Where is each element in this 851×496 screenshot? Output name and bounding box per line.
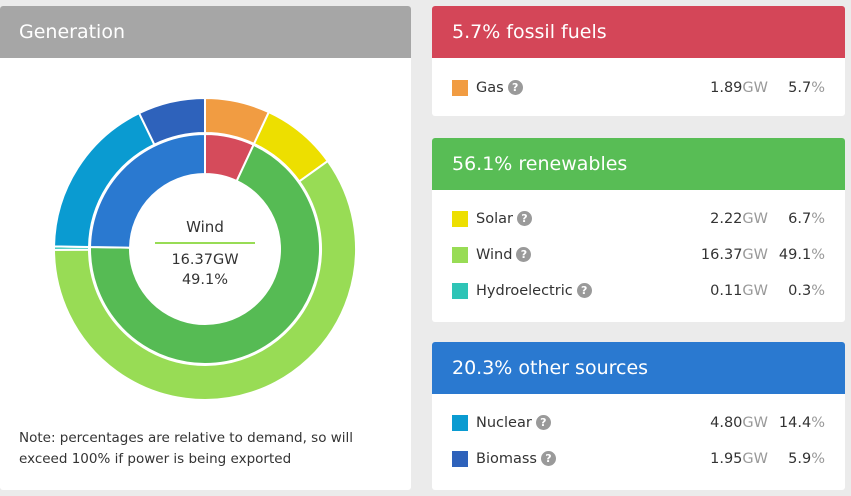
wind-unit: GW [742, 247, 768, 263]
help-icon[interactable]: ? [507, 80, 523, 95]
solar-label: Solar [476, 211, 513, 227]
source-row-biomass[interactable]: Biomass? 1.95GW 5.9% [452, 449, 825, 469]
source-row-nuclear[interactable]: Nuclear? 4.80GW 14.4% [452, 413, 825, 433]
inner-slice-other-sources[interactable] [88, 132, 206, 249]
wind-swatch [452, 247, 468, 263]
center-value: 16.37GW [171, 252, 238, 268]
nuclear-label: Nuclear [476, 415, 532, 431]
generation-donut-chart: Wind 16.37GW 49.1% [52, 96, 357, 401]
biomass-value: 1.95 [710, 451, 743, 467]
hydroelectric-percent: 0.3 [788, 283, 812, 299]
renewables-header: 56.1% renewables [432, 138, 845, 190]
gas-percent: 5.7 [788, 80, 812, 96]
nuclear-percent: 14.4 [778, 415, 812, 431]
gas-swatch [452, 80, 468, 96]
source-row-wind[interactable]: Wind? 16.37GW 49.1% [452, 245, 825, 265]
wind-percent-unit: % [811, 247, 825, 263]
hydroelectric-percent-unit: % [811, 283, 825, 299]
note-text: Note: percentages are relative to demand… [19, 430, 354, 467]
generation-title: Generation [0, 6, 411, 58]
nuclear-swatch [452, 415, 468, 431]
gas-label: Gas [476, 80, 504, 96]
wind-percent: 49.1 [778, 247, 812, 263]
gas-percent-unit: % [811, 80, 825, 96]
source-row-hydroelectric[interactable]: Hydroelectric? 0.11GW 0.3% [452, 281, 825, 301]
help-icon[interactable]: ? [576, 283, 592, 298]
help-icon[interactable]: ? [535, 415, 551, 430]
renewables-panel: 56.1% renewables Solar? 2.22GW 6.7% Wind… [432, 138, 845, 322]
help-icon[interactable]: ? [516, 247, 532, 262]
solar-percent: 6.7 [788, 211, 812, 227]
biomass-percent-unit: % [811, 451, 825, 467]
generation-panel: Generation Wind 16.37GW 49.1% Note: perc… [0, 6, 411, 490]
gas-value: 1.89 [710, 80, 743, 96]
solar-value: 2.22 [710, 211, 743, 227]
biomass-swatch [452, 451, 468, 467]
biomass-percent: 5.9 [788, 451, 812, 467]
source-row-gas[interactable]: Gas? 1.89GW 5.7% [452, 78, 825, 98]
outer-ring [52, 96, 357, 401]
hydroelectric-label: Hydroelectric [476, 283, 573, 299]
nuclear-value: 4.80 [710, 415, 743, 431]
solar-unit: GW [742, 211, 768, 227]
biomass-label: Biomass [476, 451, 537, 467]
fossil-fuels-panel: 5.7% fossil fuels Gas? 1.89GW 5.7% [432, 6, 845, 116]
inner-ring [88, 132, 321, 365]
solar-percent-unit: % [811, 211, 825, 227]
hydroelectric-unit: GW [742, 283, 768, 299]
help-icon[interactable]: ? [516, 211, 532, 226]
center-percent: 49.1% [182, 272, 228, 288]
hydroelectric-swatch [452, 283, 468, 299]
other-sources-header: 20.3% other sources [432, 342, 845, 394]
center-divider [155, 242, 255, 244]
nuclear-percent-unit: % [811, 415, 825, 431]
gas-unit: GW [742, 80, 768, 96]
solar-swatch [452, 211, 468, 227]
help-icon[interactable]: ? [540, 451, 556, 466]
nuclear-unit: GW [742, 415, 768, 431]
wind-value: 16.37 [700, 247, 743, 263]
biomass-unit: GW [742, 451, 768, 467]
inner-slice-renewables[interactable] [89, 143, 321, 365]
hydroelectric-value: 0.11 [710, 283, 743, 299]
center-label: Wind [186, 218, 224, 236]
fossil-fuels-header: 5.7% fossil fuels [432, 6, 845, 58]
other-sources-panel: 20.3% other sources Nuclear? 4.80GW 14.4… [432, 342, 845, 490]
wind-label: Wind [476, 247, 513, 263]
source-row-solar[interactable]: Solar? 2.22GW 6.7% [452, 209, 825, 229]
